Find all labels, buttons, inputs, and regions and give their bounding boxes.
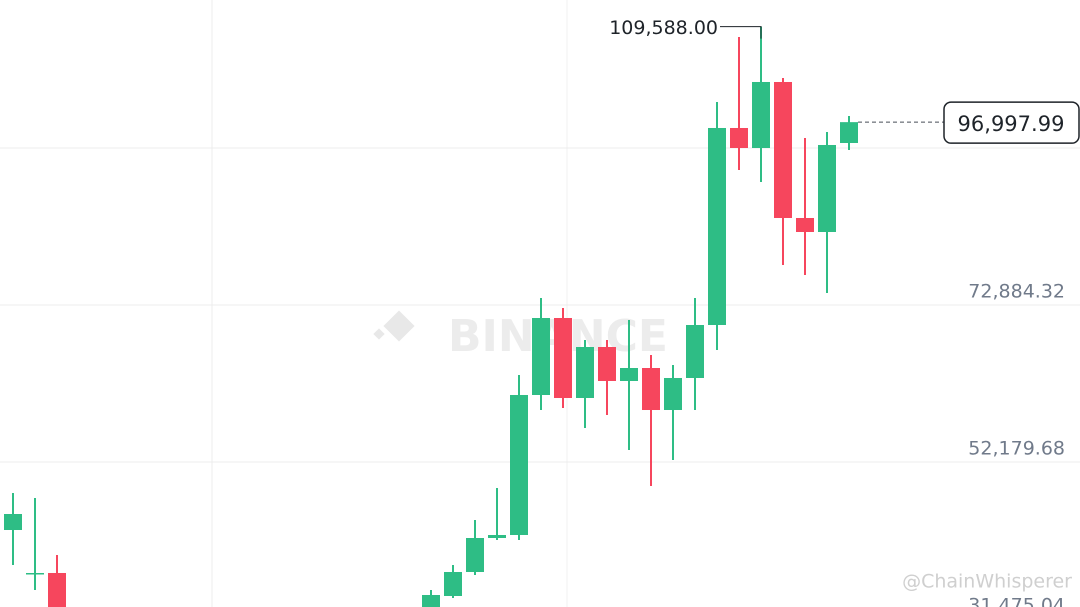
- candle-body: [466, 538, 484, 572]
- candle-body: [686, 324, 704, 378]
- candle-body: [796, 217, 814, 233]
- candle-body: [818, 144, 836, 233]
- candle-body: [664, 377, 682, 411]
- y-tick-label: 31,475.04: [968, 595, 1065, 607]
- candle-body: [752, 81, 770, 148]
- candle-body: [532, 317, 550, 395]
- watermark-logo: [373, 310, 415, 342]
- high-label: 109,588.00: [609, 17, 718, 39]
- candle-body: [598, 346, 616, 381]
- candle-body: [4, 514, 22, 531]
- high-leader: [720, 26, 762, 39]
- y-tick-label: 52,179.68: [968, 438, 1065, 460]
- candle-body: [774, 81, 792, 218]
- credit: @ChainWhisperer: [902, 571, 1072, 593]
- candles: [4, 26, 858, 607]
- candle-body: [840, 122, 858, 143]
- candle-body: [444, 571, 462, 596]
- last-price-box: [943, 101, 1080, 144]
- candle-body: [620, 368, 638, 381]
- candle-body: [730, 127, 748, 148]
- candle-body: [576, 346, 594, 398]
- candle-body: [510, 394, 528, 535]
- candle-body: [708, 127, 726, 325]
- overlay: 109,588.00 96,997.99: [609, 17, 1080, 144]
- candle-body: [48, 572, 66, 607]
- candle-body: [642, 368, 660, 411]
- last-price-label: 96,997.99: [958, 112, 1065, 136]
- y-tick-label: 72,884.32: [968, 280, 1065, 302]
- candle-body: [488, 534, 506, 539]
- candle-body: [422, 595, 440, 607]
- candle-body: [26, 572, 44, 575]
- candle-body: [554, 317, 572, 398]
